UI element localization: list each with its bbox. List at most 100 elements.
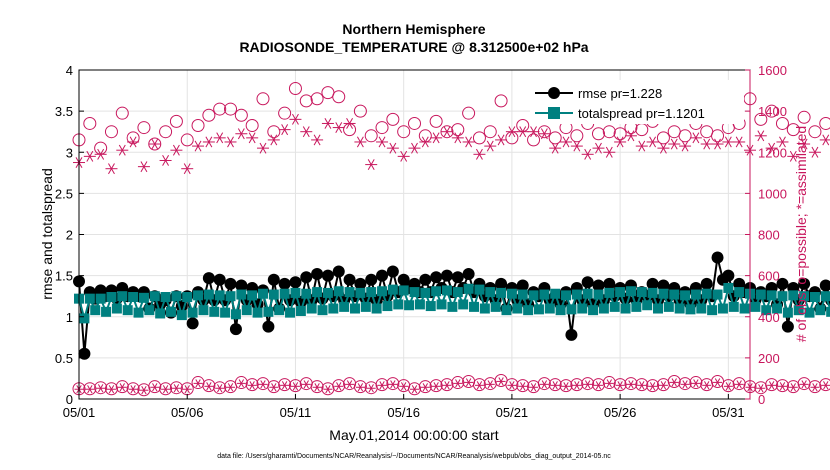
spread-point (111, 303, 122, 314)
obs-possible-point (202, 379, 216, 393)
obs-count-layer (72, 82, 830, 397)
rmse-point (278, 277, 291, 290)
spread-point (295, 305, 306, 316)
y-axis-label-left: rmse and totalspread (39, 168, 55, 300)
spread-point (333, 286, 344, 297)
asterisk-stroke (281, 124, 289, 136)
spread-point (598, 303, 609, 314)
spread-point (517, 289, 528, 300)
obs-possible-point (353, 104, 367, 118)
spread-point (539, 289, 550, 300)
y-left-tick-label: 1 (66, 310, 73, 325)
chart-title-line2: RADIOSONDE_TEMPERATURE @ 8.312500e+02 hP… (239, 39, 588, 55)
asterisk-stroke (606, 379, 612, 388)
obs-low-assimilated-point (366, 384, 376, 393)
spread-point (230, 309, 241, 320)
obs-possible-point (537, 125, 551, 139)
asterisk-stroke (378, 136, 386, 148)
x-tick-label: 05/26 (604, 405, 637, 420)
obs-assimilated-point (581, 148, 594, 160)
spread-point (225, 291, 236, 302)
obs-assimilated-point (484, 140, 497, 152)
obs-possible-point (364, 129, 378, 143)
rmse-point (235, 279, 248, 292)
spread-point (658, 288, 669, 299)
y-axis-label-right: # of obs: o=possible; *=assimilated (793, 126, 809, 342)
axis-layer: 05/01 05/06 05/11 05/16 05/21 05/26 05/31 0 0.5 1… (55, 63, 787, 420)
rmse-point (321, 269, 334, 282)
asterisk-stroke (789, 150, 797, 162)
obs-possible-point (321, 86, 335, 100)
obs-assimilated-point (451, 132, 464, 144)
asterisk-stroke (292, 382, 299, 391)
spread-point (176, 310, 187, 321)
obs-possible-point (83, 382, 97, 396)
spread-point (463, 283, 474, 294)
asterisk-stroke (465, 378, 472, 387)
spread-point (279, 288, 290, 299)
spread-point (636, 287, 647, 298)
obs-possible-point (418, 129, 432, 143)
obs-possible-point (451, 123, 465, 137)
y-left-tick-label: 3 (66, 145, 73, 160)
asterisk-stroke (411, 385, 418, 394)
spread-point (306, 303, 317, 314)
spread-point (625, 286, 636, 297)
asterisk-stroke (172, 144, 180, 156)
obs-possible-point (353, 380, 367, 394)
rmse-point (462, 267, 475, 280)
obs-low-assimilated-point (799, 380, 809, 389)
obs-assimilated-point (94, 148, 107, 160)
rmse-point (202, 272, 215, 285)
y-left-tick-label: 0 (66, 392, 73, 407)
obs-possible-point (234, 376, 248, 390)
obs-low-assimilated-point (150, 383, 160, 392)
x-tick-label: 05/31 (712, 405, 745, 420)
obs-low-assimilated-point (290, 382, 300, 391)
obs-assimilated-point (202, 136, 215, 148)
asterisk-stroke (184, 385, 190, 394)
asterisk-stroke (638, 140, 646, 152)
obs-possible-point (819, 116, 830, 130)
obs-low-assimilated-point (182, 385, 192, 394)
obs-assimilated-point (278, 124, 291, 136)
spread-point (631, 301, 642, 312)
spread-point (414, 299, 425, 310)
obs-possible-point (516, 379, 530, 393)
spread-point (782, 307, 793, 318)
asterisk-stroke (530, 383, 537, 392)
y-right-tick-label: 1400 (758, 104, 787, 119)
spread-point (696, 303, 707, 314)
obs-low-assimilated-point (106, 385, 116, 394)
obs-low-assimilated-point (583, 380, 593, 389)
obs-possible-point (191, 119, 205, 133)
asterisk-stroke (379, 381, 385, 390)
rmse-point (376, 269, 389, 282)
obs-low-assimilated-point (734, 380, 744, 389)
rmse-point (819, 279, 830, 292)
spread-point (571, 289, 582, 300)
asterisk-stroke (248, 132, 256, 144)
spread-point (84, 293, 95, 304)
obs-assimilated-point (668, 138, 681, 150)
asterisk-stroke (237, 128, 245, 140)
spread-point (349, 303, 360, 314)
spread-point (420, 287, 431, 298)
asterisk-stroke (281, 381, 288, 390)
asterisk-stroke (205, 136, 213, 148)
obs-possible-point (202, 108, 216, 122)
asterisk-stroke (356, 136, 364, 148)
obs-assimilated-point (733, 136, 746, 148)
asterisk-stroke (194, 140, 202, 152)
rmse-point (781, 320, 794, 333)
spread-point (809, 292, 820, 303)
obs-possible-point (126, 131, 140, 145)
obs-possible-point (83, 116, 97, 130)
spread-point (382, 301, 393, 312)
asterisk-stroke (400, 382, 407, 391)
spread-point (496, 287, 507, 298)
spread-point (793, 305, 804, 316)
spread-point (122, 305, 133, 316)
rmse-point (516, 279, 529, 292)
obs-assimilated-point (116, 144, 129, 156)
